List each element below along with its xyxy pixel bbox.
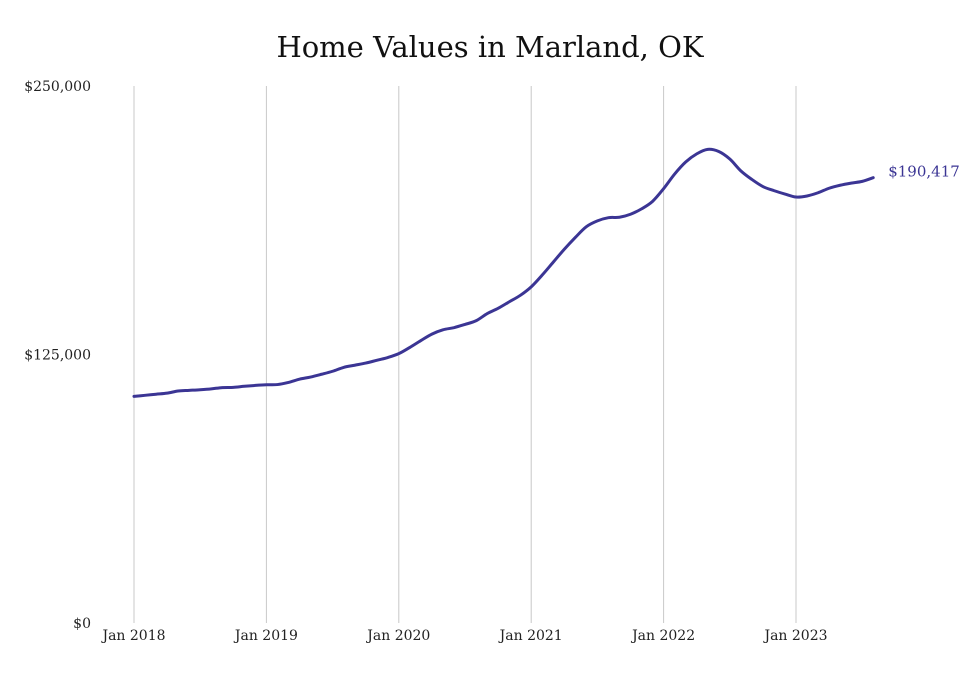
x-tick-label: Jan 2018 [100, 628, 165, 644]
chart-title: Home Values in Marland, OK [276, 30, 704, 64]
x-tick-label: Jan 2020 [365, 628, 430, 644]
x-tick-label: Jan 2022 [630, 628, 695, 644]
y-tick-label: $125,000 [24, 348, 91, 364]
x-tick-label: Jan 2021 [498, 628, 563, 644]
series-line [132, 147, 875, 398]
end-value-label: $190,417 [888, 163, 960, 181]
x-tick-label: Jan 2019 [233, 628, 298, 644]
x-tick-label: Jan 2023 [762, 628, 827, 644]
y-tick-label: $250,000 [24, 79, 91, 95]
y-tick-label: $0 [73, 616, 91, 632]
